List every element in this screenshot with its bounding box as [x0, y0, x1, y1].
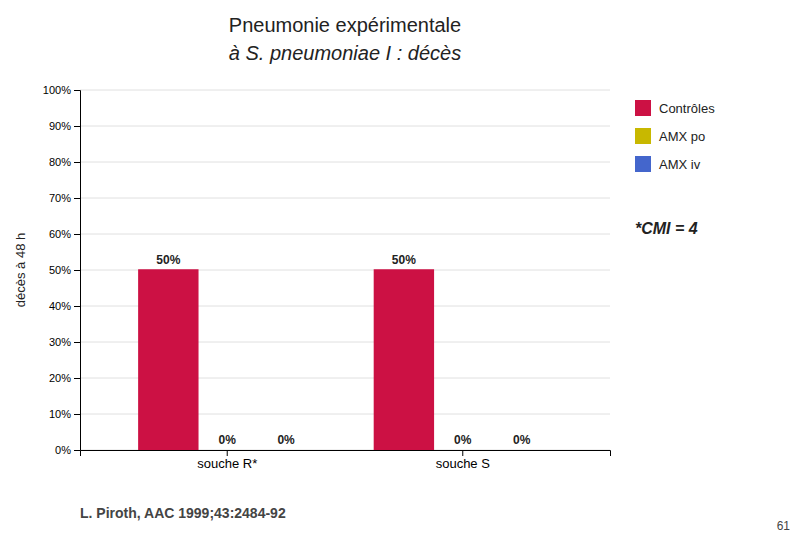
legend: Contrôles AMX po AMX iv	[635, 100, 715, 172]
title: Pneumonie expérimentale	[229, 14, 461, 36]
y-tick-label: 90%	[49, 120, 71, 132]
chart-container: Pneumonie expérimentale à S. pneumoniae I…	[0, 0, 810, 540]
y-tick: 0%	[55, 444, 80, 456]
y-tick: 50%	[49, 264, 80, 276]
bar	[492, 449, 551, 450]
bar-series	[139, 270, 433, 450]
y-tick-label: 30%	[49, 336, 71, 348]
data-labels: 50% 50% 0% 0% 0% 0%	[156, 253, 530, 447]
y-axis: 0% 10% 20% 30% 40% 50% 60% 70% 80% 90% 100%	[43, 84, 81, 456]
x-tick-mark	[227, 450, 228, 456]
y-tick-label: 0%	[55, 444, 71, 456]
y-tick-label: 70%	[49, 192, 71, 204]
y-tick-mark	[74, 306, 80, 307]
y-tick-label: 60%	[49, 228, 71, 240]
bar	[257, 449, 316, 450]
data-label: 0%	[219, 433, 237, 447]
bar	[374, 270, 433, 450]
y-tick-label: 40%	[49, 300, 71, 312]
grid-line	[80, 126, 610, 127]
y-tick-mark	[74, 90, 80, 91]
y-tick: 20%	[49, 372, 80, 384]
grid	[80, 90, 610, 450]
grid-line	[80, 234, 610, 235]
legend-label: Contrôles	[659, 101, 715, 116]
y-tick-label: 10%	[49, 408, 71, 420]
y-tick-label: 80%	[49, 156, 71, 168]
y-tick: 30%	[49, 336, 80, 348]
page-number: 61	[777, 519, 791, 533]
y-tick-mark	[74, 198, 80, 199]
x-tick-label: souche S	[436, 456, 491, 471]
y-tick-mark	[74, 126, 80, 127]
grid-line	[80, 198, 610, 199]
legend-label: AMX po	[659, 129, 705, 144]
annotation: *CMI = 4	[635, 220, 698, 237]
x-tick: souche S	[436, 450, 491, 471]
data-label: 50%	[156, 253, 180, 267]
y-tick-mark	[74, 270, 80, 271]
grid-line	[80, 90, 610, 91]
bar	[433, 449, 492, 450]
grid-line	[80, 162, 610, 163]
y-tick-label: 100%	[43, 84, 71, 96]
y-tick: 80%	[49, 156, 80, 168]
legend-item: AMX po	[635, 128, 705, 144]
x-tick-label: souche R*	[197, 456, 257, 471]
legend-item: Contrôles	[635, 100, 715, 116]
legend-swatch	[635, 100, 651, 116]
y-tick-mark	[74, 342, 80, 343]
y-tick-label: 50%	[49, 264, 71, 276]
x-axis-line	[81, 451, 611, 457]
legend-swatch	[635, 156, 651, 172]
subtitle: à S. pneumoniae I : décès	[229, 42, 461, 64]
legend-label: AMX iv	[659, 157, 701, 172]
data-label: 50%	[392, 253, 416, 267]
data-label: 0%	[513, 433, 531, 447]
y-tick-mark	[74, 234, 80, 235]
x-tick: souche R*	[197, 450, 257, 471]
plot: 50% 50% 0% 0% 0% 0% 0% 10% 20% 30% 40% 50% 60% 70% 80%…	[13, 84, 611, 471]
bar	[139, 270, 198, 450]
y-tick: 70%	[49, 192, 80, 204]
data-label: 0%	[277, 433, 295, 447]
y-tick-mark	[74, 378, 80, 379]
y-tick: 100%	[43, 84, 80, 96]
y-tick: 10%	[49, 408, 80, 420]
bars	[139, 270, 433, 450]
bar	[198, 449, 257, 450]
x-tick-mark	[462, 450, 463, 456]
y-axis-line	[74, 91, 81, 451]
legend-item: AMX iv	[635, 156, 701, 172]
y-tick: 40%	[49, 300, 80, 312]
x-axis: souche R* souche S	[81, 450, 611, 471]
y-axis-title: décès à 48 h	[13, 233, 28, 307]
legend-swatch	[635, 128, 651, 144]
y-tick-mark	[74, 162, 80, 163]
footer: L. Piroth, AAC 1999;43:2484-92	[80, 505, 286, 521]
chart-svg: Pneumonie expérimentale à S. pneumoniae I…	[0, 0, 810, 540]
y-tick: 60%	[49, 228, 80, 240]
y-tick-mark	[74, 414, 80, 415]
y-tick: 90%	[49, 120, 80, 132]
data-label: 0%	[454, 433, 472, 447]
y-tick-label: 20%	[49, 372, 71, 384]
y-tick-mark	[74, 450, 80, 451]
